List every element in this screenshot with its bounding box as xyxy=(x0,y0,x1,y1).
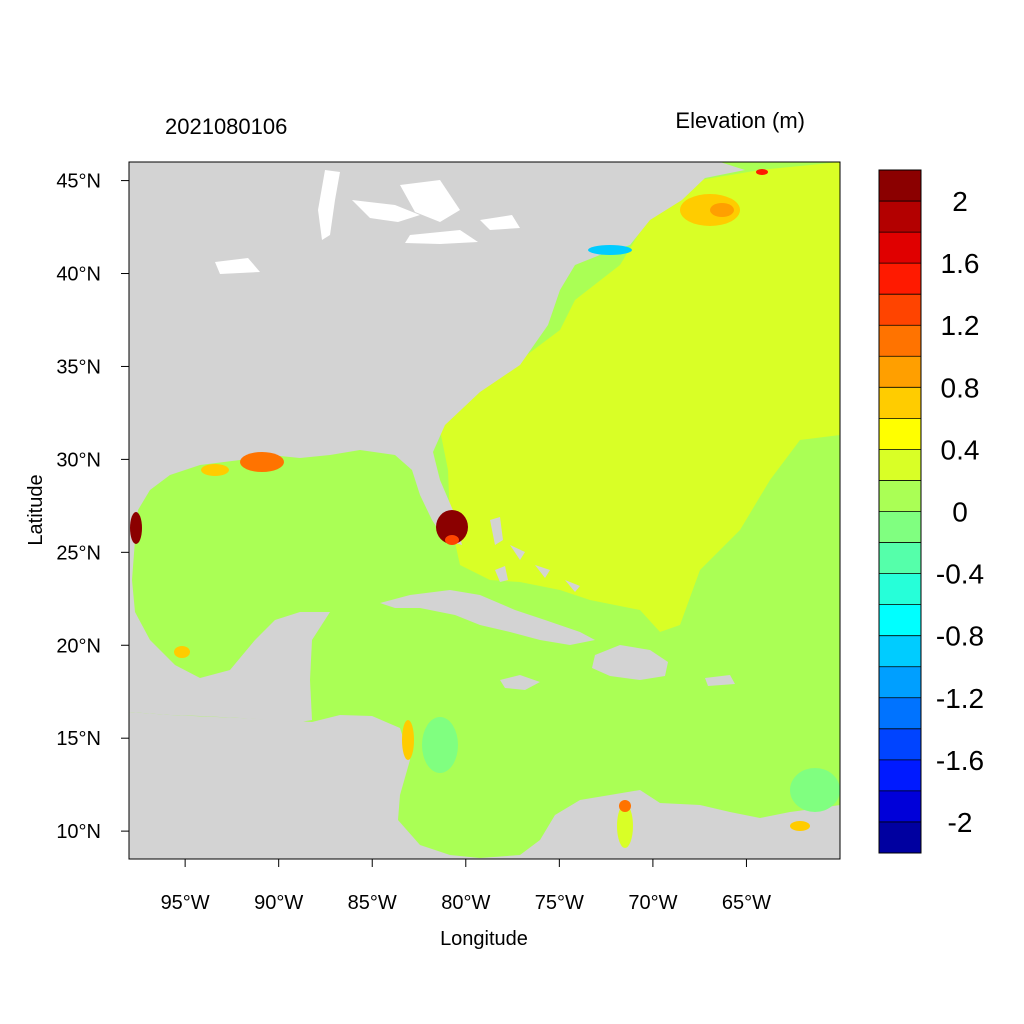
elevation-anomalies xyxy=(130,169,840,848)
colorbar-swatch xyxy=(879,511,921,544)
anomaly-honduras-shelf xyxy=(422,717,458,773)
colorbar-swatch xyxy=(879,325,921,357)
colorbar-swatch xyxy=(879,170,921,202)
colorbar-swatch xyxy=(879,263,921,295)
anomaly-texas-coast xyxy=(130,512,142,544)
colorbar-swatch xyxy=(879,728,921,761)
colorbar: 2 1.6 1.2 0.8 0.4 0 -0.4 -0.8 -1.2 -1.6 -2 xyxy=(878,169,984,854)
map-frame xyxy=(128,161,841,860)
hispaniola-island xyxy=(592,645,668,680)
x-axis-label: Longitude xyxy=(440,928,528,950)
x-tick-label: 80°W xyxy=(441,892,490,914)
title-variable: Elevation (m) xyxy=(675,108,805,133)
colorbar-label: -1.2 xyxy=(936,683,984,714)
great-lakes xyxy=(215,170,520,274)
x-tick-label: 65°W xyxy=(722,892,771,914)
colorbar-swatch xyxy=(879,821,921,854)
y-tick-label: 15°N xyxy=(56,728,101,750)
x-tick-label: 85°W xyxy=(348,892,397,914)
north-america-land xyxy=(129,162,745,722)
atlantic-elevated-region xyxy=(440,162,840,632)
anomaly-long-island xyxy=(588,245,632,255)
y-tick-label: 35°N xyxy=(56,356,101,378)
x-tick-label: 75°W xyxy=(535,892,584,914)
bahamas-islands xyxy=(490,517,580,592)
jamaica-island xyxy=(500,675,540,690)
x-tick-label: 90°W xyxy=(254,892,303,914)
cuba-island xyxy=(380,590,595,645)
map-panel xyxy=(129,162,840,859)
anomaly-florida-tip xyxy=(445,535,459,545)
anomaly-honduras-coast xyxy=(402,720,414,760)
anomaly-louisiana-shelf xyxy=(201,464,229,476)
colorbar-swatch xyxy=(879,480,921,512)
colorbar-swatch xyxy=(879,201,921,233)
colorbar-label: 0 xyxy=(952,497,968,528)
colorbar-label: 1.6 xyxy=(941,248,980,279)
x-tick-label: 95°W xyxy=(161,892,210,914)
x-tick-label: 70°W xyxy=(628,892,677,914)
colorbar-swatch xyxy=(879,635,921,668)
colorbar-label: 0.8 xyxy=(941,372,980,403)
y-tick-label: 30°N xyxy=(56,449,101,471)
colorbar-label: 0.4 xyxy=(941,434,980,465)
anomaly-trinidad xyxy=(790,821,810,831)
colorbar-swatch xyxy=(879,604,921,637)
colorbar-swatch xyxy=(879,418,921,450)
colorbar-swatch xyxy=(879,542,921,575)
colorbar-swatch xyxy=(879,294,921,326)
colorbar-swatch xyxy=(879,573,921,606)
colorbar-label: -0.8 xyxy=(936,621,984,652)
anomaly-maracaibo-core xyxy=(619,800,631,812)
anomaly-gulf-of-maine-core xyxy=(710,203,734,217)
y-tick-label: 25°N xyxy=(56,542,101,564)
colorbar-swatch xyxy=(879,449,921,481)
colorbar-label: 2 xyxy=(952,186,968,217)
anomaly-yucatan xyxy=(174,646,190,658)
anomaly-louisiana xyxy=(240,452,284,472)
colorbar-swatch xyxy=(879,232,921,264)
colorbar-label: 1.2 xyxy=(941,310,980,341)
y-axis-label: Latitude xyxy=(25,474,47,545)
puerto-rico-island xyxy=(705,675,735,686)
colorbar-swatch xyxy=(879,759,921,792)
y-tick-label: 10°N xyxy=(56,821,101,843)
anomaly-east-caribbean xyxy=(790,768,840,812)
colorbar-label: -1.6 xyxy=(936,745,984,776)
colorbar-swatch xyxy=(879,356,921,388)
anomaly-florida-flood xyxy=(436,510,468,544)
y-tick-label: 45°N xyxy=(56,171,101,193)
colorbar-frame xyxy=(878,169,922,854)
colorbar-label: -2 xyxy=(948,807,973,838)
colorbar-swatch xyxy=(879,387,921,419)
title-date: 2021080106 xyxy=(165,114,287,139)
y-tick-label: 20°N xyxy=(56,635,101,657)
colorbar-swatch xyxy=(879,697,921,730)
central-south-america-land xyxy=(129,712,840,859)
longitude-ticks: 95°W 90°W 85°W 80°W 75°W 70°W 65°W xyxy=(161,859,771,914)
colorbar-swatch xyxy=(879,790,921,823)
anomaly-maracaibo xyxy=(617,804,633,848)
anomaly-nova-scotia-edge xyxy=(756,169,768,175)
colorbar-swatch xyxy=(879,666,921,699)
y-tick-label: 40°N xyxy=(56,264,101,286)
latitude-ticks: 45°N 40°N 35°N 30°N 25°N 20°N 15°N 10°N xyxy=(56,171,129,843)
land-masses xyxy=(129,162,840,859)
colorbar-label: -0.4 xyxy=(936,559,984,590)
